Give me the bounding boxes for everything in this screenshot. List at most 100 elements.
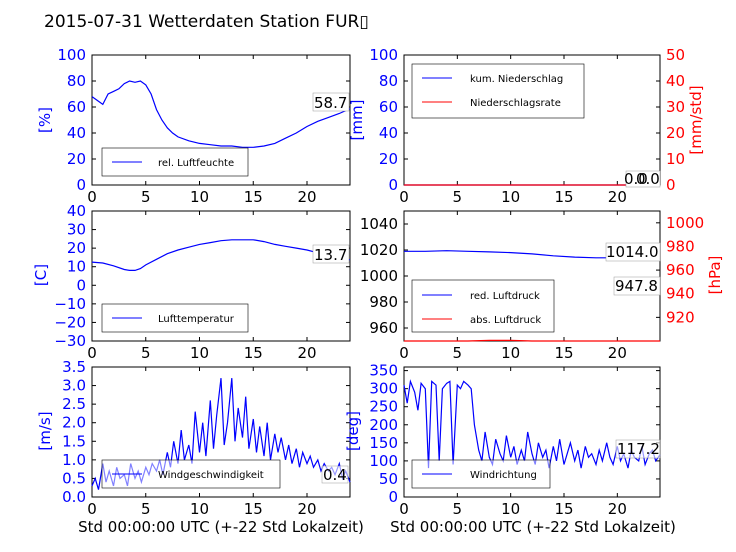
x-tick-label: 5 xyxy=(453,188,463,206)
series-line-0 xyxy=(91,239,351,271)
plot-humidity: 0 5 10 15 20 0 20 40 60 80 100 xyxy=(57,46,351,206)
x-tick-label: 0 xyxy=(87,344,97,362)
plot-pressure: 0 5 10 15 20 960 980 1000 1020 1040 920 940 960 980 10… xyxy=(360,210,704,362)
legend-label-precip-rate: Niederschlagsrate xyxy=(470,98,561,109)
y-right-tick-label: 40 xyxy=(666,72,685,90)
xlabel-left: Std 00:00:00 UTC (+-22 Std Lokalzeit) xyxy=(78,518,364,536)
lastval-humidity-text: 58.7 xyxy=(314,94,347,112)
lastval-windspeed-text: 0.4 xyxy=(323,466,347,484)
lastval-precip-text: 0.0 xyxy=(624,170,648,188)
y-tick-label: 1000 xyxy=(360,267,398,285)
x-tick-label: 20 xyxy=(608,344,627,362)
y-right-tick-label: 960 xyxy=(666,261,695,279)
x-tick-label: 20 xyxy=(608,500,627,518)
y-right-tick-label: 920 xyxy=(666,308,695,326)
y-tick-label: 960 xyxy=(369,319,398,337)
lastval-windspeed: 0.4 xyxy=(321,465,349,484)
y-tick-label: 2.5 xyxy=(62,395,86,413)
x-tick-label: 0 xyxy=(87,500,97,518)
y-tick-label: 60 xyxy=(379,98,398,116)
y-tick-label: 100 xyxy=(369,46,398,64)
x-tick-label: 10 xyxy=(501,500,520,518)
ylabel-right-precipitation: [mm/std] xyxy=(687,85,705,154)
x-tick-label: 10 xyxy=(190,344,209,362)
series-line-1 xyxy=(404,339,660,342)
lastval-pressure-text2: 947.8 xyxy=(615,277,658,295)
y-tick-label: 980 xyxy=(369,293,398,311)
plot-windspeed: 0 5 10 15 20 0.00.51.01.52.02.53.03.5 xyxy=(62,358,351,518)
x-tick-label: 20 xyxy=(297,188,316,206)
ylabel-temperature: [C] xyxy=(32,264,50,286)
y-right-tick-label: 10 xyxy=(666,150,685,168)
x-tick-label: 10 xyxy=(501,188,520,206)
y-tick-label: 150 xyxy=(369,434,398,452)
legend-label-temperature: Lufttemperatur xyxy=(158,314,235,325)
legend-windspeed: Windgeschwindigkeit xyxy=(101,459,281,489)
x-tick-label: 15 xyxy=(244,500,263,518)
axes-frame xyxy=(91,54,351,186)
y-tick-label: 200 xyxy=(369,416,398,434)
ylabel-winddirection: [deg] xyxy=(344,411,362,451)
ylabel-humidity: [%] xyxy=(36,107,54,133)
y-tick-label: 60 xyxy=(67,98,86,116)
ylabel-right-pressure: [hPa] xyxy=(706,256,724,295)
x-tick-label: 5 xyxy=(141,344,151,362)
y-tick-label: −10 xyxy=(54,295,86,313)
y-tick-label: 50 xyxy=(379,470,398,488)
y-tick-label: 2.0 xyxy=(62,414,86,432)
y-tick-label: −30 xyxy=(54,332,86,350)
y-right-tick-label: 980 xyxy=(666,237,695,255)
legend-label-pressure-abs: abs. Luftdruck xyxy=(470,315,541,326)
y-tick-label: 40 xyxy=(67,202,86,220)
y-tick-label: 0 xyxy=(76,276,86,294)
y-tick-label: 20 xyxy=(67,239,86,257)
lastval-temperature: 13.7 xyxy=(312,244,350,264)
panel-precipitation: [mm] [mm/std] 0 5 10 15 20 0 20 40 60 80 100 0 10 20 3… xyxy=(348,46,705,206)
x-tick-label: 20 xyxy=(297,500,316,518)
y-tick-label: 80 xyxy=(67,72,86,90)
y-tick-label: 40 xyxy=(379,124,398,142)
y-tick-label: −20 xyxy=(54,313,86,331)
x-tick-label: 20 xyxy=(297,344,316,362)
y-tick-label: 80 xyxy=(379,72,398,90)
x-tick-label: 0 xyxy=(399,188,409,206)
x-tick-label: 15 xyxy=(554,344,573,362)
x-tick-label: 20 xyxy=(608,188,627,206)
y-tick-label: 100 xyxy=(57,46,86,64)
y-tick-label: 100 xyxy=(369,452,398,470)
y-tick-label: 20 xyxy=(67,150,86,168)
lastval-temperature-text: 13.7 xyxy=(314,246,347,264)
panel-humidity: [%] 0 5 10 15 20 0 20 40 60 80 100 rel. Luftfeucht… xyxy=(36,46,351,206)
series-line-0 xyxy=(91,80,351,148)
y-tick-label: 1.0 xyxy=(62,451,86,469)
x-tick-label: 5 xyxy=(141,188,151,206)
ylabel-precipitation: [mm] xyxy=(348,100,366,141)
y-right-tick-label: 0 xyxy=(666,176,676,194)
axes-frame xyxy=(91,366,351,498)
axes-frame xyxy=(91,210,351,342)
x-tick-label: 15 xyxy=(554,188,573,206)
x-tick-label: 15 xyxy=(244,344,263,362)
figure-title: 2015-07-31 Wetterdaten Station FUR▯ xyxy=(44,12,369,32)
y-right-tick-label: 30 xyxy=(666,98,685,116)
lastval-precip-text2: 0.0 xyxy=(636,170,660,188)
panel-pressure: [hPa] 0 5 10 15 20 960 980 1000 1020 1040 920 940 96… xyxy=(360,210,724,362)
xlabel-right: Std 00:00:00 UTC (+-22 Std Lokalzeit) xyxy=(390,518,676,536)
y-tick-label: 350 xyxy=(369,362,398,380)
legend-pressure: red. Luftdruck abs. Luftdruck xyxy=(411,279,555,333)
y-tick-label: 30 xyxy=(67,221,86,239)
y-right-tick-label: 940 xyxy=(666,285,695,303)
x-tick-label: 5 xyxy=(141,500,151,518)
y-tick-label: 0 xyxy=(76,176,86,194)
y-right-tick-label: 1000 xyxy=(666,214,704,232)
y-tick-label: 10 xyxy=(67,258,86,276)
y-tick-label: 3.0 xyxy=(62,377,86,395)
y-tick-label: 1020 xyxy=(360,241,398,259)
lastval-winddirection: 117.2 xyxy=(615,439,661,459)
legend-winddirection: Windrichtung xyxy=(411,459,551,489)
